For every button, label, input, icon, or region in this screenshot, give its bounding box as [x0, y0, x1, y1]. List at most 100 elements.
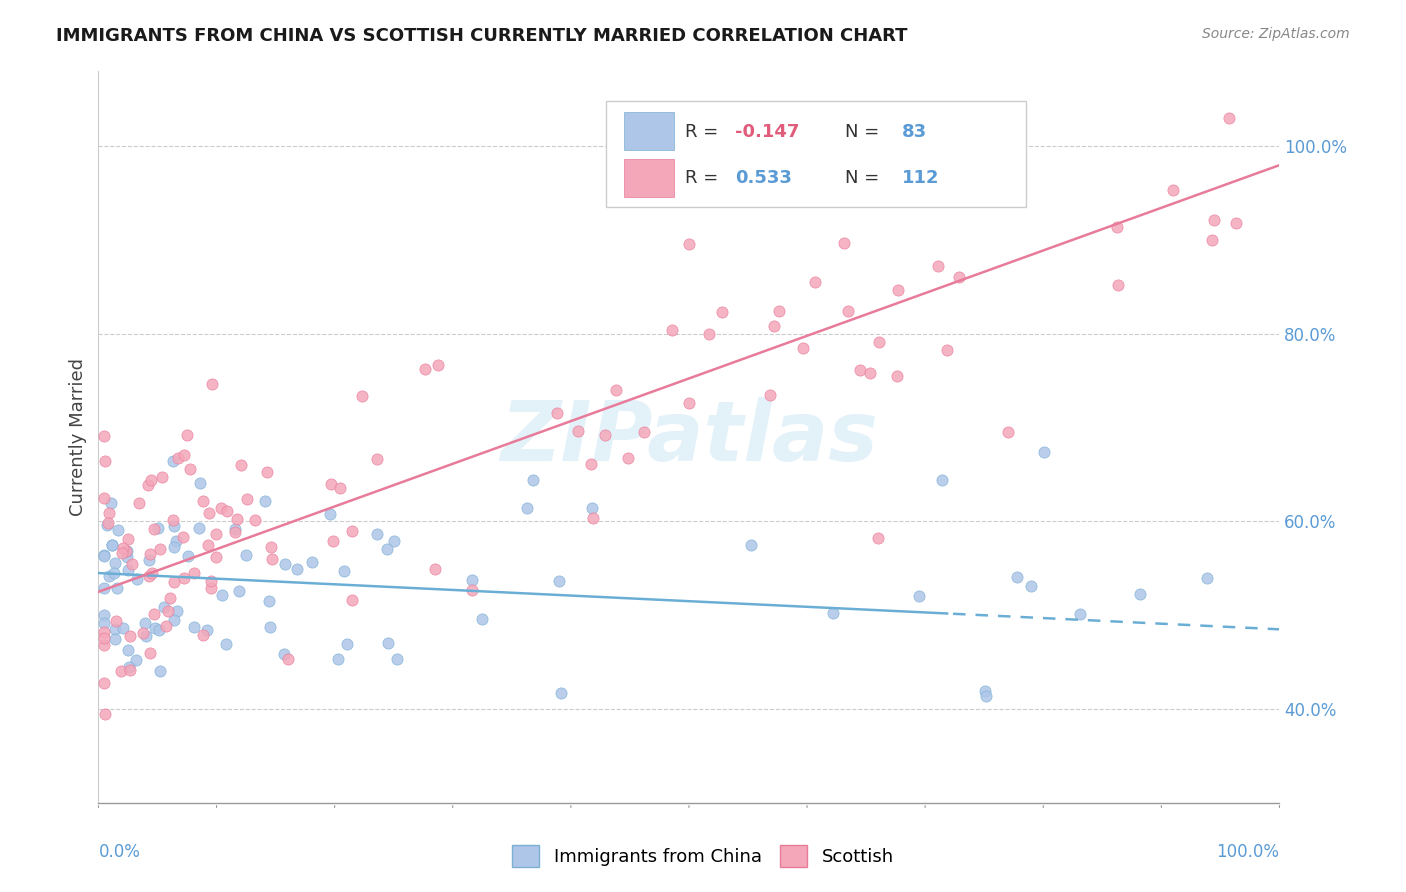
Point [837, 303, 859, 318]
Point [321, 476, 343, 491]
Point [191, 494, 214, 508]
Point [94, 453, 117, 467]
Point [936, 343, 959, 357]
Point [139, 473, 162, 487]
Point [195, 623, 218, 637]
Point [162, 454, 184, 468]
Point [103, 566, 125, 580]
Point [101, 538, 124, 552]
Point [139, 548, 162, 562]
Text: 100.0%: 100.0% [1216, 843, 1279, 861]
Point [948, 270, 970, 285]
Point [132, 626, 155, 640]
Point [235, 548, 257, 562]
Point [1161, 183, 1184, 197]
Point [163, 519, 186, 533]
Point [823, 606, 845, 620]
Point [581, 500, 603, 515]
Point [117, 532, 139, 546]
Point [93, 491, 115, 505]
Point [142, 522, 165, 536]
Point [173, 571, 195, 585]
Point [127, 572, 149, 586]
Point [550, 686, 572, 700]
Point [868, 335, 890, 350]
Point [187, 521, 209, 535]
Point [115, 544, 138, 558]
Point [236, 491, 259, 506]
Point [225, 512, 247, 526]
Point [118, 629, 141, 643]
Point [548, 574, 571, 588]
Point [149, 541, 172, 556]
Point [142, 607, 165, 622]
Point [165, 533, 187, 548]
Point [93, 607, 115, 622]
Point [333, 564, 356, 578]
Point [859, 366, 882, 380]
Point [678, 396, 700, 410]
Point [120, 664, 142, 678]
Point [105, 581, 128, 595]
Point [117, 643, 139, 657]
Point [148, 623, 170, 637]
Point [340, 524, 363, 539]
Text: 0.533: 0.533 [735, 169, 792, 187]
Point [997, 425, 1019, 439]
Point [98, 568, 121, 582]
Point [758, 388, 780, 402]
Point [224, 525, 246, 540]
Point [115, 549, 138, 564]
Point [93, 631, 115, 645]
Point [460, 583, 482, 598]
Point [117, 563, 139, 577]
Y-axis label: Currently Married: Currently Married [69, 358, 87, 516]
Text: R =: R = [685, 169, 724, 187]
Point [188, 476, 211, 491]
Point [301, 556, 323, 570]
Point [104, 556, 127, 570]
Point [153, 599, 176, 614]
Point [1069, 607, 1091, 621]
Point [193, 628, 215, 642]
Point [974, 139, 997, 153]
Point [413, 362, 436, 376]
Point [848, 363, 870, 377]
Point [228, 584, 250, 599]
Point [104, 614, 127, 628]
FancyBboxPatch shape [624, 159, 673, 196]
Point [172, 530, 194, 544]
Point [366, 527, 388, 541]
Point [522, 473, 544, 487]
Point [832, 236, 855, 251]
Point [134, 615, 156, 630]
Point [138, 553, 160, 567]
FancyBboxPatch shape [624, 112, 673, 150]
Point [101, 538, 124, 552]
Point [579, 457, 602, 471]
Point [336, 637, 359, 651]
Point [143, 621, 166, 635]
Point [231, 458, 253, 472]
Point [93, 549, 115, 564]
Text: 0.0%: 0.0% [98, 843, 141, 861]
Point [173, 448, 195, 462]
Point [224, 523, 246, 537]
Point [177, 549, 200, 564]
Point [183, 566, 205, 580]
Point [100, 496, 122, 510]
Point [377, 636, 399, 650]
FancyBboxPatch shape [606, 101, 1025, 207]
Point [112, 622, 135, 636]
Text: 83: 83 [901, 123, 927, 141]
Point [163, 541, 186, 555]
Point [257, 594, 280, 608]
Point [215, 504, 238, 518]
Point [285, 562, 308, 576]
Point [273, 648, 295, 662]
Point [382, 534, 405, 549]
Point [803, 275, 825, 289]
Point [162, 574, 184, 589]
Point [125, 653, 148, 667]
Point [93, 638, 115, 652]
